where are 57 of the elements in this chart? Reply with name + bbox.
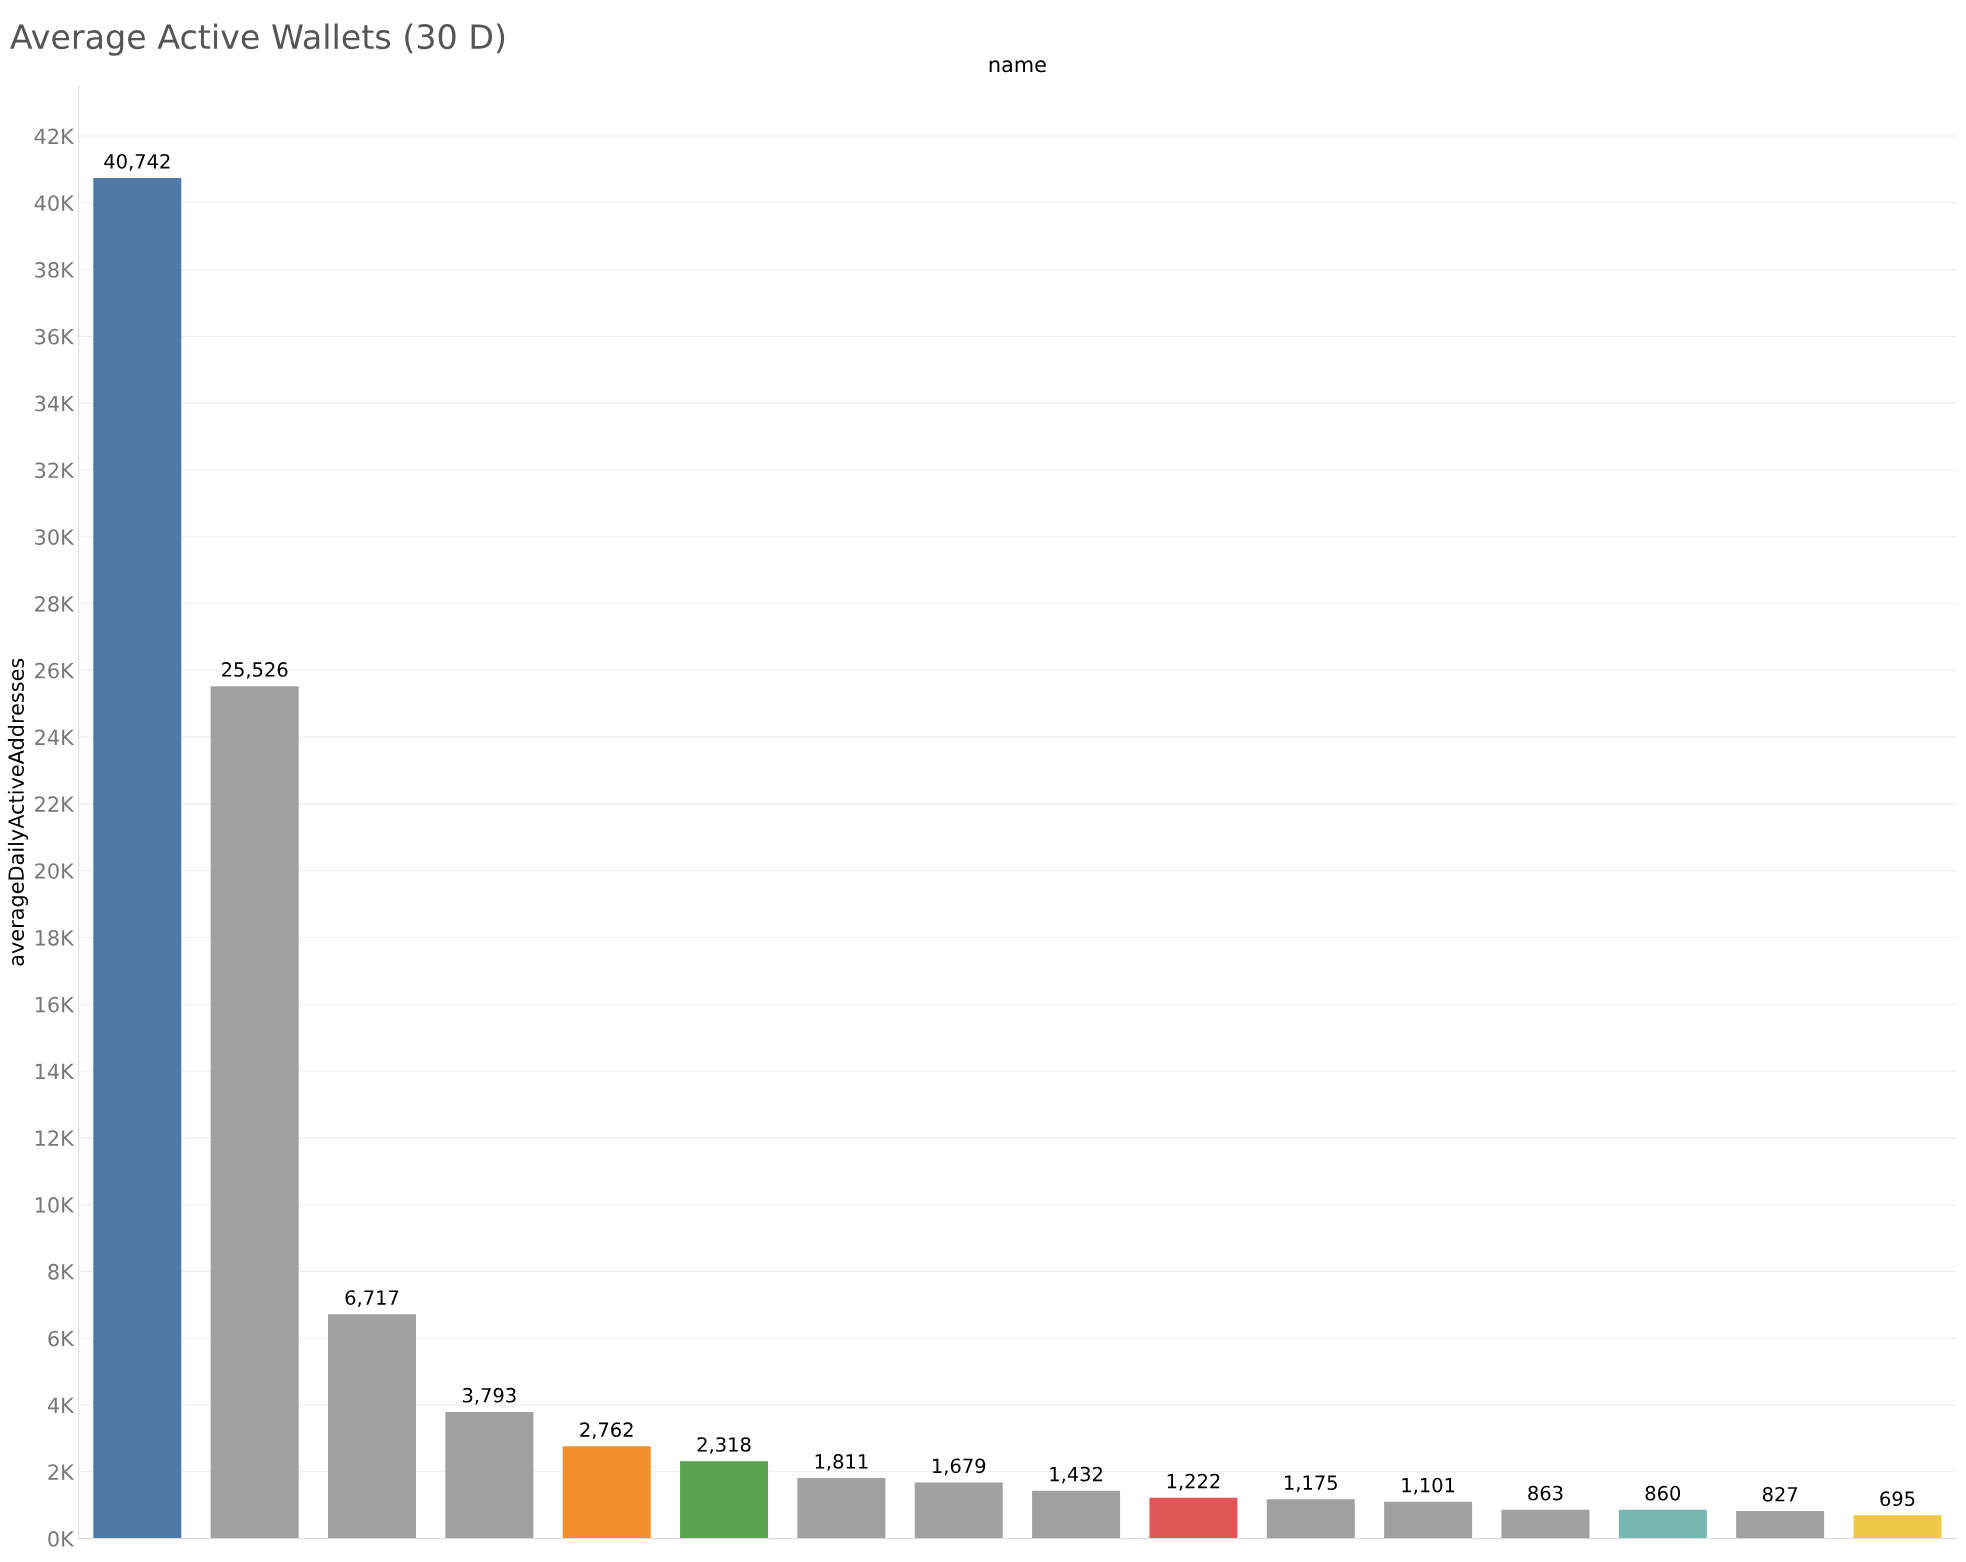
- data-label: 25,526: [222, 662, 288, 679]
- y-tick-label: 6K: [48, 1330, 75, 1347]
- bar: [445, 1411, 534, 1539]
- y-tick-label: 36K: [35, 328, 75, 345]
- chart-title: Average Active Wallets (30 D): [10, 23, 505, 56]
- data-label: 40,742: [104, 153, 170, 171]
- x-axis-title: name: [989, 60, 1046, 73]
- data-label: 1,222: [1167, 1473, 1220, 1491]
- bar: [1618, 1509, 1707, 1539]
- data-label: 860: [1645, 1485, 1681, 1501]
- data-label: 2,318: [697, 1437, 751, 1454]
- bar: [1501, 1509, 1590, 1539]
- bar: [797, 1478, 886, 1539]
- y-tick-label: 10K: [35, 1197, 75, 1213]
- y-tick-label: 0K: [48, 1531, 75, 1547]
- y-tick-label: 40K: [34, 195, 75, 211]
- bar: [562, 1446, 651, 1539]
- data-label: 6,717: [345, 1290, 399, 1307]
- y-tick-label: 26K: [35, 662, 75, 679]
- y-tick-label: 42K: [34, 128, 75, 144]
- bar: [1853, 1515, 1942, 1539]
- bar: [1736, 1510, 1825, 1539]
- y-tick-label: 4K: [47, 1397, 75, 1413]
- y-tick-label: 22K: [35, 796, 75, 812]
- y-tick-label: 28K: [35, 595, 75, 612]
- y-tick-label: 8K: [48, 1263, 75, 1280]
- bar: [680, 1461, 769, 1539]
- data-label: 827: [1762, 1486, 1798, 1502]
- y-tick-label: 34K: [35, 395, 75, 412]
- data-label: 2,762: [580, 1422, 633, 1439]
- y-tick-label: 12K: [35, 1130, 75, 1146]
- y-tick-label: 20K: [35, 863, 75, 879]
- data-label: 3,793: [463, 1387, 516, 1405]
- bar: [1032, 1490, 1121, 1539]
- bar: [1266, 1499, 1355, 1539]
- y-axis-title: averageDailyActiveAddresses: [7, 658, 29, 966]
- data-label: 1,175: [1285, 1475, 1337, 1492]
- y-tick-label: 2K: [48, 1464, 75, 1480]
- y-tick-label: 16K: [35, 996, 75, 1013]
- bar: [1384, 1501, 1473, 1539]
- y-tick-label: 30K: [35, 529, 75, 545]
- bar: [914, 1482, 1003, 1539]
- data-label: 1,679: [933, 1458, 986, 1476]
- bar: [1149, 1497, 1238, 1539]
- y-tick-label: 14K: [35, 1063, 75, 1079]
- y-tick-label: 24K: [35, 729, 75, 746]
- bar: [210, 686, 299, 1539]
- data-label: 1,811: [815, 1454, 868, 1471]
- data-label: 863: [1528, 1485, 1563, 1501]
- bar: [93, 178, 182, 1539]
- bar: [328, 1314, 417, 1539]
- y-tick-label: 18K: [35, 929, 75, 946]
- data-label: 1,432: [1050, 1466, 1102, 1484]
- data-label: 695: [1880, 1491, 1915, 1507]
- data-label: 1,101: [1402, 1477, 1455, 1495]
- y-tick-label: 38K: [35, 262, 75, 278]
- y-tick-label: 32K: [35, 462, 75, 479]
